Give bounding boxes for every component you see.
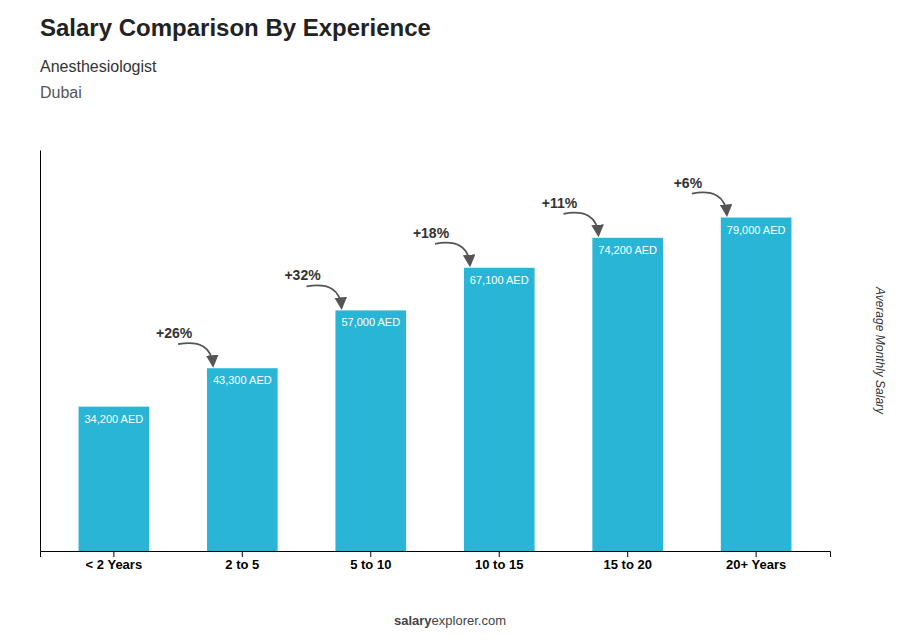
annotation: +11% — [542, 195, 578, 211]
bar — [207, 368, 278, 551]
subtitle: Anesthesiologist — [40, 58, 157, 75]
bar — [79, 407, 150, 551]
x-tick: 2 to 5 — [225, 551, 259, 572]
annotation: +26% — [156, 325, 193, 341]
x-tick-mark — [113, 551, 114, 557]
data-label: 67,100 AED — [470, 274, 529, 286]
data-label: 57,000 AED — [341, 316, 400, 328]
plot: < 2 Years 2 to 5 5 to 10 10 to 15 15 to 20 20… — [41, 151, 831, 573]
x-tick: 5 to 10 — [350, 551, 391, 572]
x-tick: 20+ Years — [726, 551, 786, 572]
y-axis-line — [40, 151, 41, 552]
x-tick-mark — [242, 551, 243, 557]
x-axis-line — [41, 552, 831, 558]
bar — [592, 238, 663, 551]
annotation: +32% — [284, 267, 321, 283]
data-label: 43,300 AED — [213, 374, 272, 386]
y-axis — [40, 151, 41, 552]
x-tick-mark — [756, 551, 757, 557]
x-tick-label: < 2 Years — [86, 557, 143, 572]
x-tick-label: 20+ Years — [726, 557, 786, 572]
data-label: 34,200 AED — [85, 413, 144, 425]
x-tick-label: 10 to 15 — [475, 557, 523, 572]
x-tick-mark — [499, 551, 500, 557]
title: Salary Comparison By Experience — [40, 14, 431, 41]
city: Dubai — [40, 84, 82, 101]
annotation-arrow — [178, 343, 213, 365]
data-label: 74,200 AED — [598, 244, 657, 256]
x-tick-mark — [627, 551, 628, 557]
annotation-arrow — [435, 243, 470, 265]
bar — [464, 268, 535, 551]
footer-part: explorer.com — [432, 613, 506, 628]
x-tick: < 2 Years — [86, 551, 143, 572]
x-axis: < 2 Years 2 to 5 5 to 10 10 to 15 15 to 20 20… — [41, 551, 831, 572]
x-tick-label: 2 to 5 — [225, 557, 259, 572]
footer: salaryexplorer.com — [394, 613, 506, 628]
x-tick: 15 to 20 — [603, 551, 651, 572]
x-tick-label: 5 to 10 — [350, 557, 391, 572]
y-axis-title: Average Monthly Salary — [873, 286, 887, 415]
footer-part: salary — [394, 613, 432, 628]
x-tick: 10 to 15 — [475, 551, 523, 572]
annotations: +26% +32% +18% +11% +6% — [156, 175, 727, 366]
annotation-arrow — [563, 213, 598, 235]
bar — [721, 218, 792, 551]
annotation: +6% — [674, 175, 703, 191]
annotation-arrow — [692, 192, 727, 214]
annotation-arrow — [307, 285, 342, 307]
data-label: 79,000 AED — [727, 224, 786, 236]
x-tick-label: 15 to 20 — [603, 557, 651, 572]
x-tick-mark — [370, 551, 371, 557]
chart: Salary Comparison By Experience Anesthesi… — [0, 0, 900, 641]
bar — [335, 310, 406, 551]
bars — [79, 218, 792, 551]
annotation: +18% — [413, 225, 450, 241]
data-labels: 34,200 AED 43,300 AED 57,000 AED 67,100 AED… — [85, 224, 786, 425]
